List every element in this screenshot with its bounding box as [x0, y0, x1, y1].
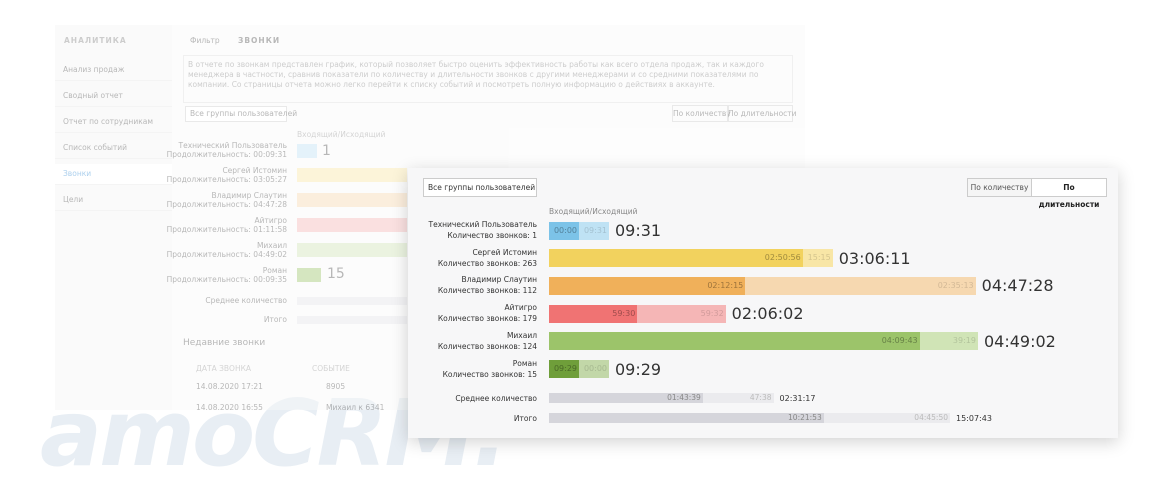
- bar-segment: 47:38: [702, 393, 774, 403]
- row-name: Владимир Слаутин: [461, 275, 537, 285]
- bg-bar: [297, 218, 407, 232]
- table-cell: 14.08.2020 17:21: [196, 382, 263, 391]
- description: В отчете по звонкам представлен график, …: [183, 55, 793, 103]
- total-label: 02:06:02: [731, 304, 804, 324]
- bar-segment: 59:32: [637, 304, 726, 323]
- bar-segment: 01:43:39: [549, 393, 703, 403]
- bg-bar: [297, 316, 407, 324]
- header-title: ЗВОНКИ: [238, 36, 281, 45]
- table-header: СОБЫТИЕ: [312, 364, 350, 373]
- table-cell: 8905: [326, 382, 346, 391]
- row-duration: Продолжительность: 04:49:02: [166, 250, 287, 259]
- count: 1: [322, 143, 331, 159]
- row-name: Сергей Истомин: [472, 247, 537, 257]
- bar-segment: 00:00: [549, 221, 579, 240]
- bar-row: 02:50:56 15:15 03:06:11: [549, 249, 911, 268]
- button[interactable]: По длительности: [727, 105, 797, 122]
- sidebar-title: АНАЛИТИКА: [64, 36, 127, 45]
- sidebar: [55, 25, 173, 410]
- row-name: Роман: [512, 358, 537, 368]
- legend: Входящий/Исходящий: [549, 207, 638, 216]
- row-name: Михаил: [506, 330, 537, 340]
- bar-segment: 15:15: [802, 249, 833, 268]
- bar-segment: 59:30: [549, 304, 638, 323]
- bar-row: 02:12:15 02:35:13 04:47:28: [549, 276, 1054, 295]
- sidebar-item[interactable]: Звонки: [55, 164, 172, 185]
- group-filter[interactable]: Все группы пользователей: [423, 178, 537, 197]
- total-label: 04:47:28: [981, 276, 1054, 296]
- count: 15: [327, 266, 345, 282]
- bar-row: 59:30 59:32 02:06:02: [549, 304, 804, 323]
- filter[interactable]: Фильтр: [190, 36, 220, 45]
- bar-segment: 10:21:53: [549, 413, 824, 423]
- total-label: 09:29: [615, 359, 662, 379]
- bar-segment: 39:19: [919, 332, 978, 351]
- row-name: Владимир Слаутин: [211, 191, 287, 200]
- summary-row: 10:21:53 04:45:50 15:07:43: [549, 413, 992, 423]
- row-duration: Продолжительность: 01:11:58: [166, 225, 287, 234]
- toggle-button[interactable]: По количеству: [967, 178, 1032, 197]
- sidebar-item[interactable]: Список событий: [55, 138, 172, 159]
- summary-label: Среднее количество: [455, 394, 537, 403]
- row-count: Количество звонков: 124: [437, 341, 537, 351]
- total-label: 03:06:11: [838, 248, 911, 268]
- bg-bar: [297, 193, 407, 207]
- row-count: Количество звонков: 263: [437, 258, 537, 268]
- bar-segment: 02:50:56: [549, 249, 803, 268]
- report-card: Все группы пользователей Входящий/Исходя…: [408, 168, 1118, 438]
- bar-segment: 04:09:43: [549, 332, 920, 351]
- summary-label: Итого: [263, 315, 287, 324]
- table-cell: Михаил к 6341: [326, 403, 385, 412]
- sidebar-item[interactable]: Сводный отчет: [55, 86, 172, 107]
- bar-segment: 09:29: [549, 360, 579, 378]
- bg-bar: [297, 268, 321, 282]
- total-label: 15:07:43: [955, 413, 992, 423]
- row-duration: Продолжительность: 00:09:35: [166, 275, 287, 284]
- sidebar-item[interactable]: Анализ продаж: [55, 60, 172, 81]
- table-header: ДАТА ЗВОНКА: [196, 364, 252, 373]
- row-count: Количество звонков: 1: [447, 231, 537, 240]
- row-duration: Продолжительность: 03:05:27: [166, 175, 287, 184]
- row-duration: Продолжительность: 04:47:28: [166, 200, 287, 209]
- row-name: Технический Пользователь: [178, 141, 287, 150]
- row-duration: Продолжительность: 00:09:31: [166, 150, 287, 159]
- row-name: Айтигро: [254, 216, 287, 225]
- bar-segment: 09:31: [579, 221, 609, 240]
- bar-row: 00:00 09:31 09:31: [549, 221, 661, 240]
- total-label: 02:31:17: [779, 393, 816, 403]
- bar-segment: 04:45:50: [823, 413, 950, 423]
- bar-row: 04:09:43 39:19 04:49:02: [549, 332, 1056, 351]
- bg-bar: [297, 144, 317, 158]
- row-count: Количество звонков: 15: [442, 369, 537, 379]
- bar-row: 09:29 00:00 09:29: [549, 360, 661, 379]
- legend: Входящий/Исходящий: [297, 130, 386, 139]
- recent-title: Недавние звонки: [183, 338, 266, 348]
- summary-label: Итого: [513, 414, 537, 423]
- group-filter[interactable]: Все группы пользователей: [185, 106, 297, 122]
- button[interactable]: По количеству: [672, 105, 731, 122]
- sidebar-item[interactable]: Отчет по сотрудникам: [55, 112, 172, 133]
- bar-segment: 02:35:13: [745, 276, 976, 295]
- row-count: Количество звонков: 112: [437, 286, 537, 296]
- row-name: Михаил: [256, 241, 287, 250]
- total-label: 04:49:02: [983, 331, 1056, 351]
- toggle-button[interactable]: По длительности: [1031, 178, 1107, 209]
- bg-bar: [297, 297, 407, 305]
- summary-row: 01:43:39 47:38 02:31:17: [549, 393, 815, 403]
- total-label: 09:31: [615, 221, 662, 240]
- bar-segment: 00:00: [579, 360, 609, 378]
- bar-segment: 02:12:15: [549, 276, 746, 295]
- sidebar-item[interactable]: Цели: [55, 190, 172, 211]
- summary-label: Среднее количество: [205, 296, 287, 305]
- bg-bar: [297, 168, 407, 182]
- row-name: Роман: [262, 266, 287, 275]
- table-cell: 14.08.2020 16:55: [196, 403, 263, 412]
- row-count: Количество звонков: 179: [437, 314, 537, 324]
- row-name: Айтигро: [504, 303, 537, 313]
- row-name: Сергей Истомин: [222, 166, 287, 175]
- row-name: Технический Пользователь: [428, 220, 537, 229]
- bg-bar: [297, 243, 407, 257]
